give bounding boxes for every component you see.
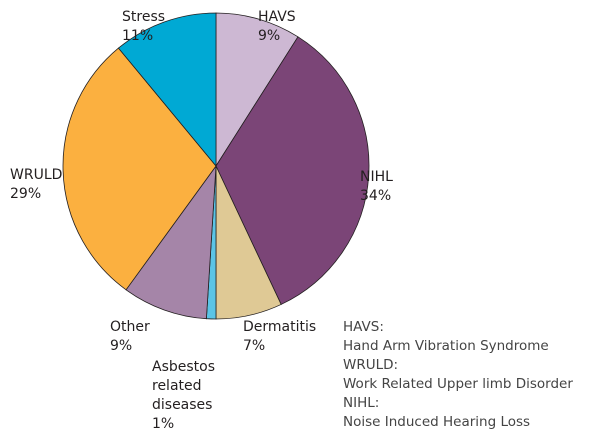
slice-label: NIHL 34% [360, 168, 440, 206]
slice-label: Stress 11% [122, 8, 192, 46]
pie-slice [215, 36, 370, 305]
value-label: 9% [258, 28, 281, 44]
abbreviation-notes: HAVS: Hand Arm Vibration Syndrome WRULD: Wo… [343, 318, 573, 432]
category-name: WRULD [10, 167, 63, 183]
category-name: Dermatitis [243, 319, 317, 335]
pie-slice [215, 12, 299, 168]
note-line: NIHL: [343, 395, 380, 411]
value-label: 34% [360, 188, 392, 204]
pie-slice [62, 47, 217, 291]
value-label: 1% [152, 416, 175, 432]
category-name: Other [110, 319, 150, 335]
note-line: WRULD: [343, 357, 399, 373]
value-label: 29% [10, 186, 42, 202]
note-line: HAVS: [343, 319, 384, 335]
note-line: Hand Arm Vibration Syndrome [343, 338, 549, 354]
value-label: 9% [110, 338, 133, 354]
slice-label: HAVS 9% [258, 8, 338, 46]
slice-label: Other 9% [110, 318, 170, 356]
value-label: 11% [122, 28, 154, 44]
note-line: Noise Induced Hearing Loss [343, 414, 531, 430]
value-label: 7% [243, 338, 266, 354]
category-name: Asbestos related diseases [152, 359, 216, 413]
pie-slice [117, 12, 217, 168]
category-name: HAVS [258, 9, 296, 25]
category-name: NIHL [360, 169, 393, 185]
slice-label: Asbestos related diseases 1% [152, 358, 216, 434]
pie-slice [125, 164, 217, 320]
slice-label: Dermatitis 7% [243, 318, 333, 356]
note-line: Work Related Upper limb Disorder [343, 376, 573, 392]
slice-label: WRULD 29% [10, 166, 80, 204]
category-name: Stress [122, 9, 166, 25]
